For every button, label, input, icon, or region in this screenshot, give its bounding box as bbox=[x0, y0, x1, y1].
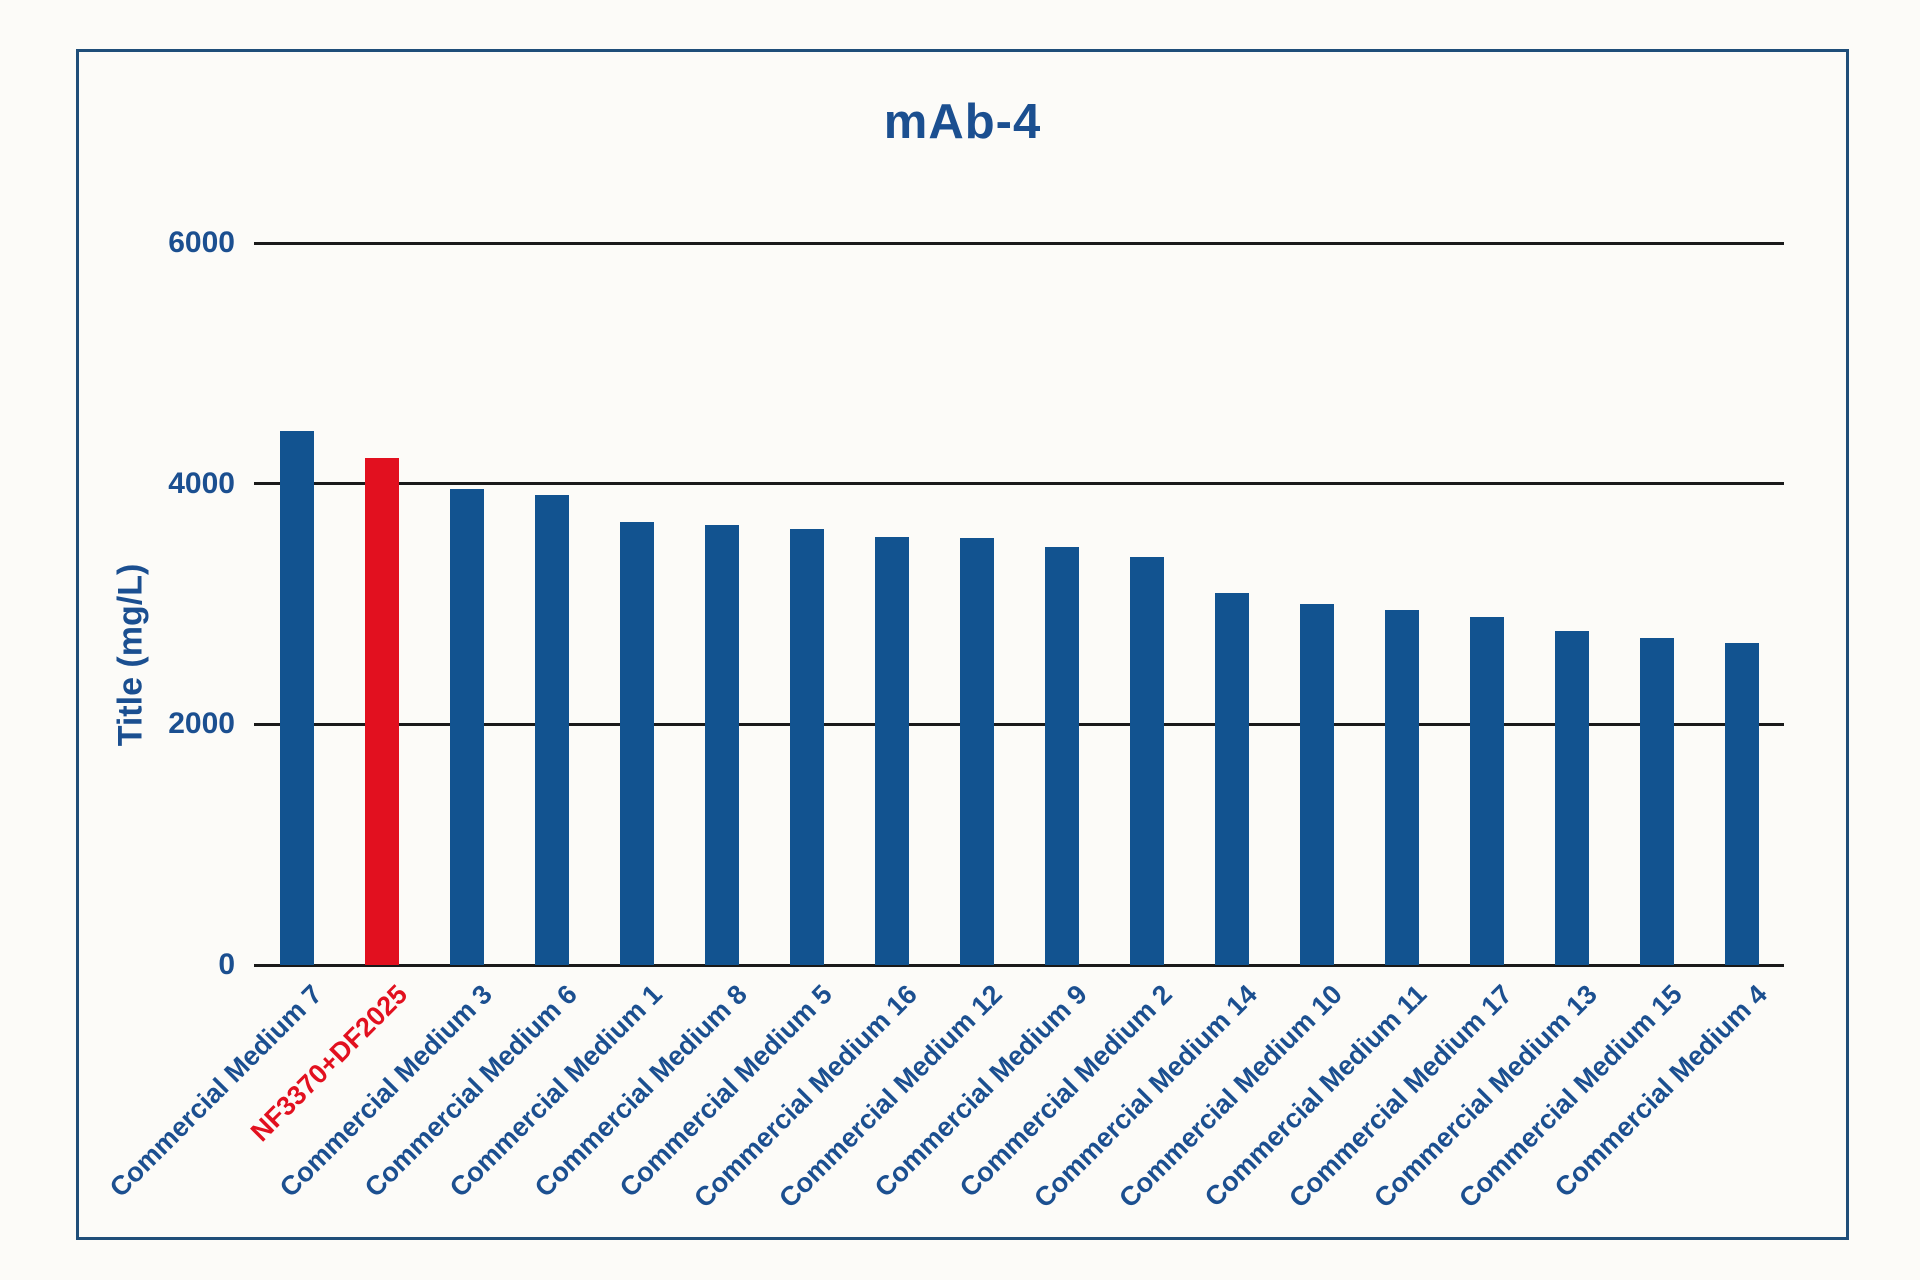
bar-Commercial Medium 6 bbox=[534, 494, 569, 965]
bar-slot bbox=[1529, 173, 1614, 965]
y-tick-label-0: 0 bbox=[218, 948, 235, 981]
bar-Commercial Medium 2 bbox=[1129, 557, 1164, 965]
bar-Commercial Medium 17 bbox=[1469, 617, 1504, 965]
bar-slot bbox=[849, 173, 934, 965]
bar-slot bbox=[254, 173, 339, 965]
gridline-2000 bbox=[254, 722, 1784, 726]
bar-slot bbox=[764, 173, 849, 965]
bar-Commercial Medium 11 bbox=[1384, 610, 1419, 965]
bar-Commercial Medium 5 bbox=[789, 529, 824, 965]
bar-Commercial Medium 14 bbox=[1214, 593, 1249, 965]
bar-slot bbox=[1189, 173, 1274, 965]
bar-slot bbox=[1104, 173, 1189, 965]
y-tick-label-2000: 2000 bbox=[168, 707, 235, 741]
bar-Commercial Medium 12 bbox=[959, 537, 994, 965]
bar-slot bbox=[339, 173, 424, 965]
bar-Commercial Medium 1 bbox=[619, 522, 654, 965]
bar-Commercial Medium 13 bbox=[1554, 630, 1589, 965]
bar-slot bbox=[679, 173, 764, 965]
plot-area bbox=[254, 173, 1784, 967]
bar-slot bbox=[1359, 173, 1444, 965]
bar-slot bbox=[934, 173, 1019, 965]
bar-Commercial Medium 16 bbox=[874, 536, 909, 965]
bar-slot bbox=[509, 173, 594, 965]
bar-Commercial Medium 10 bbox=[1299, 604, 1334, 965]
chart-figure: mAb-4 Title (mg/L) 0 2000 4000 6000 Commerc… bbox=[76, 49, 1849, 1240]
bar-Commercial Medium 9 bbox=[1044, 547, 1079, 965]
bar-slot bbox=[1274, 173, 1359, 965]
bar-Commercial Medium 7 bbox=[279, 430, 314, 965]
y-tick-label-6000: 6000 bbox=[168, 226, 235, 259]
bar-slot bbox=[1699, 173, 1784, 965]
gridline-4000 bbox=[254, 482, 1784, 486]
bar-Commercial Medium 15 bbox=[1639, 637, 1674, 965]
bar-slot bbox=[1019, 173, 1104, 965]
bar-NF3370+DF2025 bbox=[364, 458, 399, 965]
bars-layer bbox=[254, 173, 1784, 965]
bar-Commercial Medium 3 bbox=[449, 488, 484, 965]
x-tick-label-NF3370+DF2025: NF3370+DF2025 bbox=[244, 979, 413, 1148]
bar-slot bbox=[1614, 173, 1699, 965]
chart-title: mAb-4 bbox=[883, 95, 1042, 149]
gridline-6000 bbox=[254, 241, 1784, 245]
x-axis-baseline bbox=[254, 963, 1784, 967]
bar-slot bbox=[424, 173, 509, 965]
bar-Commercial Medium 4 bbox=[1724, 642, 1759, 965]
y-tick-label-4000: 4000 bbox=[168, 466, 235, 500]
bar-slot bbox=[1444, 173, 1529, 965]
bar-slot bbox=[594, 173, 679, 965]
bar-Commercial Medium 8 bbox=[704, 524, 739, 965]
